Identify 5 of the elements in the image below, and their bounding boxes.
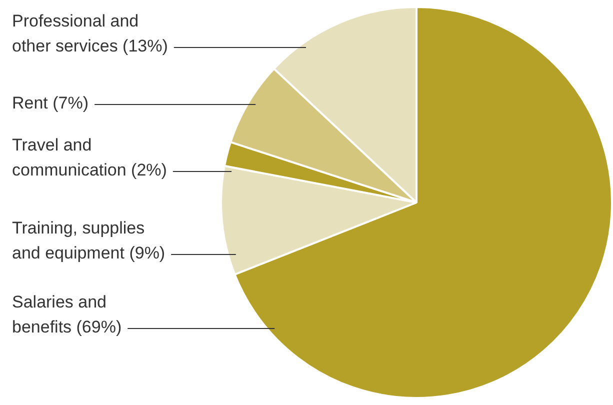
slice-label: Training, supplies and equipment (9%) [12, 218, 166, 263]
slice-label: Salaries and benefits (69%) [12, 292, 122, 337]
slice-label: Rent (7%) [12, 94, 89, 113]
slice-label: Professional and other services (13%) [12, 12, 168, 56]
slice-label: Travel and communication (2%) [12, 136, 167, 180]
